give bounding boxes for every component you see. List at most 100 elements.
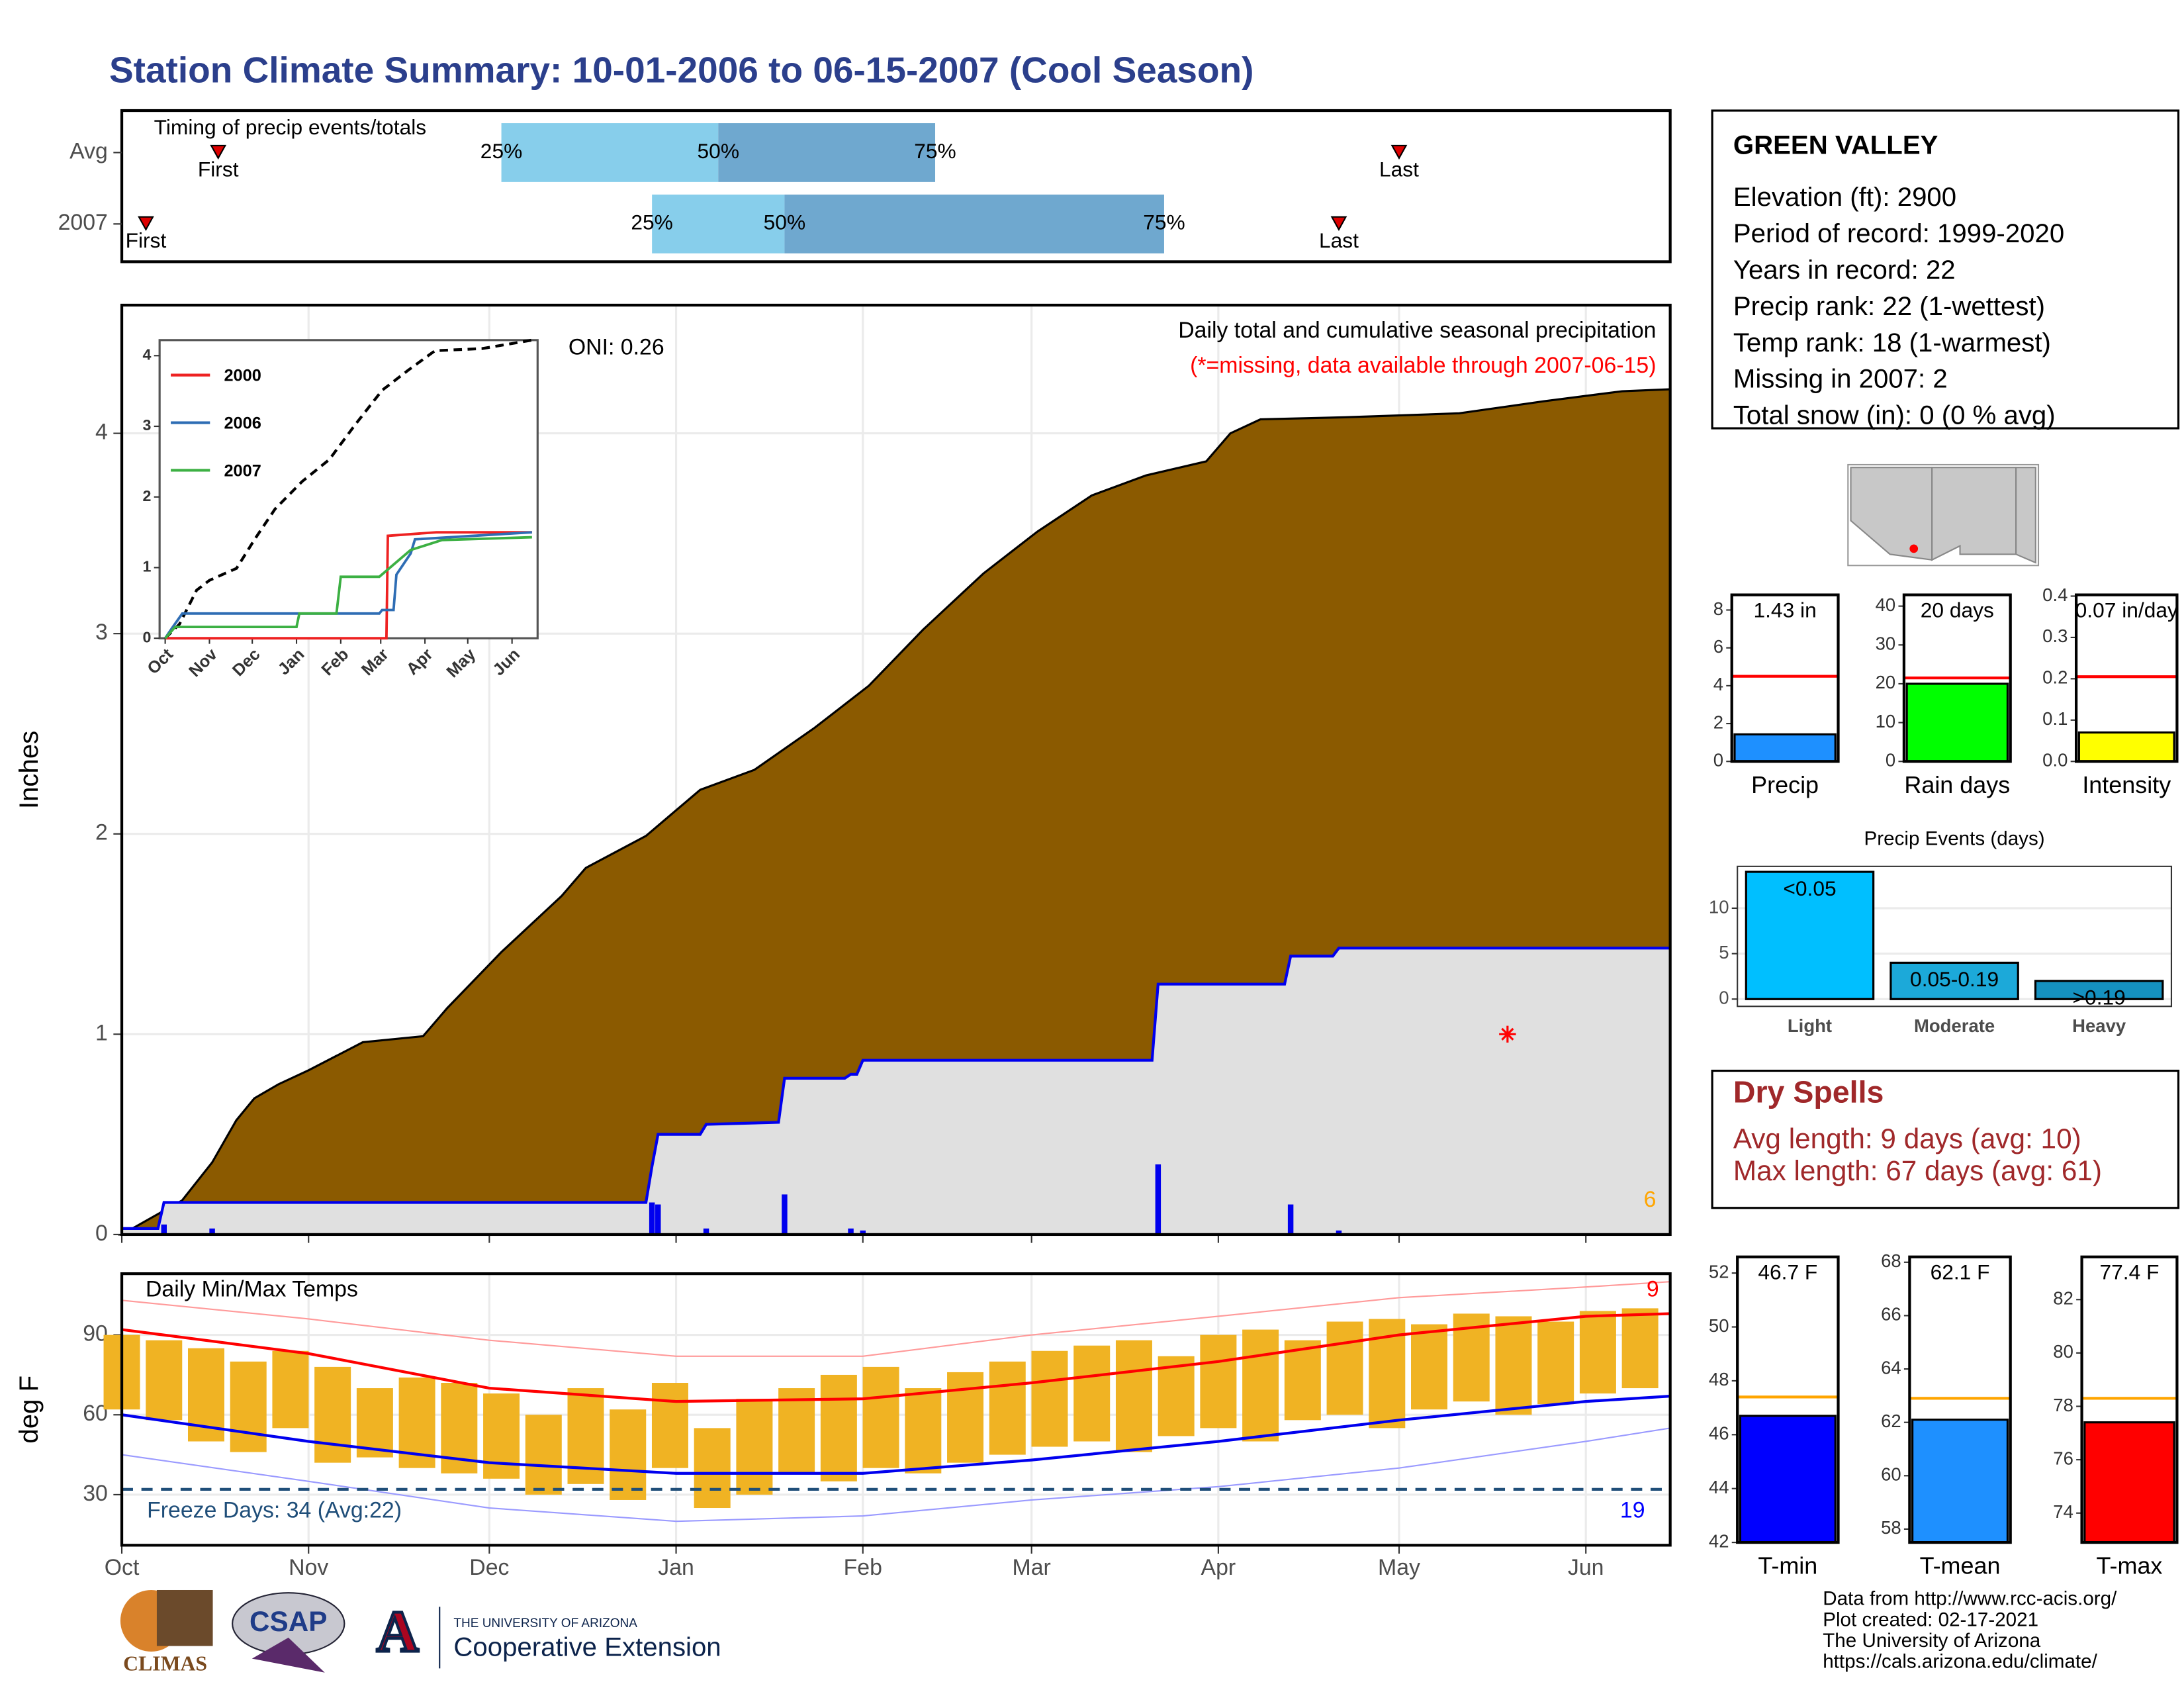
quartile-label: 75% [1143, 211, 1185, 234]
temp-range-bar [1537, 1321, 1574, 1405]
x-tick-label: Precip [1751, 771, 1819, 798]
temp-range-bar [483, 1393, 520, 1479]
quartile-label: 25% [631, 211, 672, 234]
y-tick-label: 20 [1876, 672, 1896, 692]
y-tick-label: 2 [143, 487, 152, 504]
range-label: 0.05-0.19 [1910, 967, 1999, 991]
y-tick-label: 10 [1709, 896, 1729, 917]
series-line [164, 536, 532, 639]
x-tick-label: Heavy [2072, 1015, 2126, 1036]
daily-bar [161, 1224, 167, 1235]
bar [1911, 1419, 2009, 1544]
temp-line [121, 1281, 1670, 1357]
y-tick-label: 0 [95, 1221, 108, 1246]
temp-range-bar [778, 1388, 815, 1474]
y-tick-label: 2 [1713, 712, 1723, 732]
legend-label: 2000 [224, 366, 261, 385]
y-tick-label: 64 [1881, 1357, 1901, 1378]
dry-spells-title: Dry Spells [1733, 1075, 1884, 1109]
y-tick-label: 60 [1881, 1464, 1901, 1485]
bar [2034, 980, 2164, 1000]
y-tick-label: 4 [143, 346, 152, 363]
y-tick-label: 1 [143, 558, 152, 575]
station-info: Elevation (ft): 2900 [1733, 182, 1956, 212]
credit-line: Data from http://www.rcc-acis.org/ [1823, 1588, 2117, 1610]
station-info: Total snow (in): 0 (0 % avg) [1733, 400, 2056, 430]
x-tick-label: Light [1788, 1015, 1832, 1036]
y-tick-label: 6 [1713, 636, 1723, 657]
temp-range-bar [525, 1415, 562, 1495]
value-label: 0.07 in/day [2075, 598, 2178, 622]
y-tick-label: 5 [1719, 942, 1729, 962]
inset-frame [158, 339, 539, 639]
value-label: 20 days [1921, 598, 1994, 622]
quartile-label: 25% [480, 139, 522, 163]
series-line [164, 531, 532, 639]
value-label: 1.43 in [1753, 598, 1816, 622]
bar [1745, 870, 1875, 1000]
y-tick-label: 46 [1709, 1423, 1729, 1444]
event-marker [138, 216, 154, 231]
logos: CLIMAS CSAP A THE UNIVERSITY OF ARIZONA … [120, 1589, 721, 1675]
event-marker [210, 144, 227, 160]
temp-range-bar [1579, 1311, 1616, 1394]
range-label: >0.19 [2073, 986, 2126, 1009]
x-tick-label: Nov [289, 1555, 328, 1580]
quartile-label: 50% [698, 139, 739, 163]
timing-title: Timing of precip events/totals [154, 115, 426, 139]
temp-range-bar [1242, 1329, 1279, 1442]
chart-title: Precip Events (days) [1864, 827, 2045, 849]
map-state [1931, 467, 2017, 561]
ua-unit: Cooperative Extension [453, 1632, 721, 1662]
event-marker [1330, 216, 1347, 231]
temp-range-bar [314, 1366, 351, 1463]
event-marker [1390, 144, 1408, 160]
y-tick-label: 0 [143, 628, 152, 645]
cumulative-line [122, 947, 1670, 1230]
y-tick-label: 44 [1709, 1477, 1729, 1497]
y-tick-label: 78 [2053, 1395, 2073, 1415]
dry-spell-info: Avg length: 9 days (avg: 10) [1733, 1123, 2081, 1154]
daily-bar [782, 1194, 788, 1235]
bar [2083, 1421, 2175, 1544]
y-tick-label: 1 [95, 1020, 108, 1045]
cold-count: 19 [1620, 1498, 1645, 1523]
x-tick-label: Jun [1568, 1555, 1604, 1580]
y-tick-label: 74 [2053, 1501, 2073, 1522]
temp-range-bar [610, 1409, 647, 1500]
y-tick-label: Avg [69, 138, 108, 164]
plot-frame [2080, 1255, 2179, 1544]
y-tick-label: 4 [95, 420, 108, 445]
x-tick-label: Intensity [2082, 771, 2171, 798]
y-tick-label: 48 [1709, 1369, 1729, 1389]
value-label: 77.4 F [2100, 1260, 2160, 1284]
chart-subtitle: (*=missing, data available through 2007-… [1190, 353, 1656, 378]
quartile-bar [501, 123, 719, 182]
quartile-bar [652, 194, 785, 254]
temp-range-bar [1411, 1324, 1448, 1410]
temp-range-bar [1326, 1321, 1363, 1415]
legend-label: 2007 [224, 461, 261, 480]
x-tick-label: Dec [469, 1555, 509, 1580]
y-tick-label: 0.4 [2042, 585, 2068, 605]
temp-range-bar [736, 1399, 773, 1495]
plot-frame [1730, 593, 1840, 763]
plot-frame [2075, 593, 2179, 763]
map-state [1850, 467, 1933, 561]
temp-range-bar [862, 1366, 899, 1468]
y-tick-label: 2 [95, 820, 108, 845]
daily-bar [848, 1228, 854, 1235]
chart-title: Daily total and cumulative seasonal prec… [1178, 318, 1656, 343]
station-info: Temp rank: 18 (1-warmest) [1733, 328, 2051, 357]
daily-bar [1336, 1230, 1342, 1235]
temp-line [121, 1427, 1670, 1523]
x-tick-label: Apr [1201, 1555, 1236, 1580]
daily-bar [655, 1204, 661, 1235]
quartile-label: 75% [914, 139, 956, 163]
y-tick-label: 4 [1713, 674, 1723, 694]
legend-label: 2006 [224, 414, 261, 432]
plot-frame [1737, 865, 2173, 1008]
y-tick-label: 68 [1881, 1250, 1901, 1271]
temp-range-bar [1115, 1340, 1152, 1452]
